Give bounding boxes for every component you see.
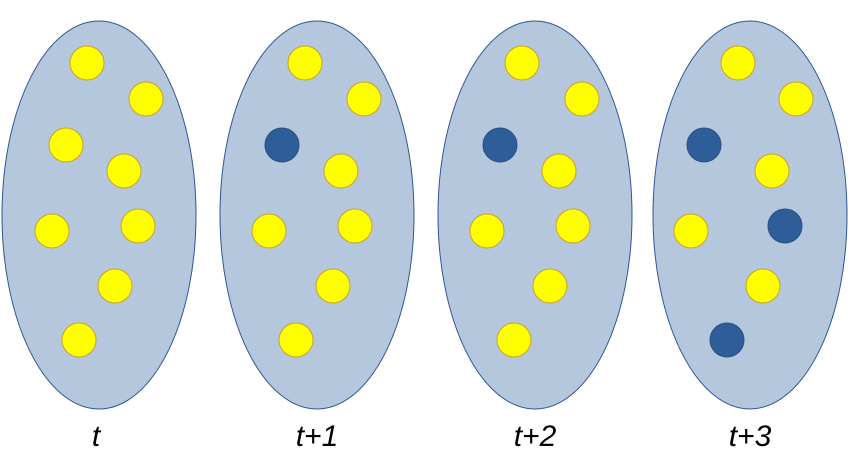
step-label-t3: t+3 xyxy=(728,420,772,453)
yellow-ball-step4-4 xyxy=(754,153,790,189)
yellow-ball-step3-7 xyxy=(532,268,568,304)
yellow-ball-step1-1 xyxy=(69,45,105,81)
yellow-ball-step2-4 xyxy=(323,153,359,189)
blue-ball-step4-6 xyxy=(767,208,803,244)
yellow-ball-step1-2 xyxy=(128,81,164,117)
step-label-t: t xyxy=(91,420,101,453)
container-ellipse-4 xyxy=(652,20,848,410)
yellow-ball-step1-8 xyxy=(61,322,97,358)
yellow-ball-step2-5 xyxy=(251,213,287,249)
blue-ball-step3-3 xyxy=(482,127,518,163)
yellow-ball-step3-6 xyxy=(555,208,591,244)
yellow-ball-step2-7 xyxy=(315,268,351,304)
yellow-ball-step2-2 xyxy=(346,81,382,117)
yellow-ball-step2-1 xyxy=(287,45,323,81)
yellow-ball-step4-7 xyxy=(745,268,781,304)
yellow-ball-step2-8 xyxy=(278,322,314,358)
container-ellipse-1 xyxy=(1,20,197,410)
yellow-ball-step3-5 xyxy=(469,213,505,249)
yellow-ball-step4-2 xyxy=(778,81,814,117)
blue-ball-step4-8 xyxy=(709,322,745,358)
yellow-ball-step3-1 xyxy=(504,45,540,81)
yellow-ball-step1-7 xyxy=(97,268,133,304)
step-label-t1: t+1 xyxy=(295,420,339,453)
yellow-ball-step3-8 xyxy=(496,322,532,358)
yellow-ball-step1-3 xyxy=(48,127,84,163)
yellow-ball-step1-5 xyxy=(34,213,70,249)
yellow-ball-step3-2 xyxy=(564,81,600,117)
yellow-ball-step3-4 xyxy=(541,153,577,189)
container-ellipse-2 xyxy=(219,20,415,410)
yellow-ball-step1-4 xyxy=(106,153,142,189)
blue-ball-step4-3 xyxy=(686,127,722,163)
blue-ball-step2-3 xyxy=(264,127,300,163)
step-label-t2: t+2 xyxy=(513,420,557,453)
yellow-ball-step4-1 xyxy=(720,45,756,81)
container-ellipse-3 xyxy=(437,20,633,410)
yellow-ball-step1-6 xyxy=(120,208,156,244)
yellow-ball-step4-5 xyxy=(673,213,709,249)
yellow-ball-step2-6 xyxy=(337,208,373,244)
